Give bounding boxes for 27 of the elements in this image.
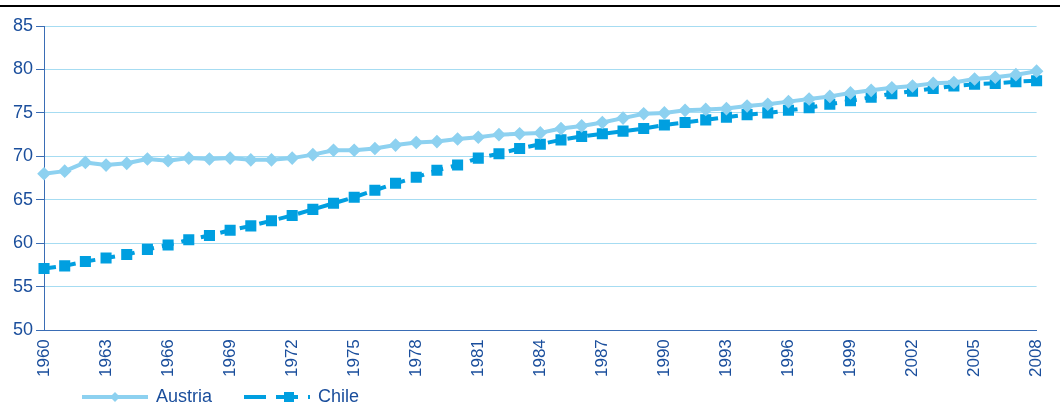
y-tick-label: 70: [12, 145, 34, 166]
x-tick-label: 1963: [95, 339, 115, 378]
legend-label: Chile: [318, 386, 360, 407]
legend-label: Austria: [156, 386, 213, 407]
x-tick-label: 1978: [405, 339, 425, 378]
x-tick-label: 1993: [716, 339, 736, 378]
x-tick-label: 1975: [343, 339, 363, 378]
x-tick-label: 1987: [592, 339, 612, 378]
x-tick-label: 1999: [840, 339, 860, 378]
x-tick-label: 1972: [281, 339, 301, 378]
y-tick-label: 85: [12, 14, 34, 35]
y-tick-label: 65: [12, 188, 34, 209]
x-tick-label: 1984: [530, 339, 549, 378]
x-tick-label: 1990: [654, 339, 674, 378]
y-tick-label: 55: [12, 275, 34, 296]
x-tick-label: 2002: [902, 339, 922, 378]
x-tick-label: 2005: [964, 339, 984, 378]
x-tick-label: 1981: [467, 339, 487, 378]
x-tick-label: 2008: [1026, 339, 1046, 378]
y-tick-label: 50: [12, 319, 34, 340]
x-tick-label: 1960: [33, 339, 53, 378]
y-tick-label: 60: [12, 232, 34, 253]
x-tick-label: 1969: [219, 339, 239, 378]
y-tick-label: 75: [12, 101, 34, 122]
y-tick-label: 80: [12, 58, 34, 79]
x-tick-label: 1966: [157, 339, 177, 378]
x-tick-label: 1996: [778, 339, 798, 378]
